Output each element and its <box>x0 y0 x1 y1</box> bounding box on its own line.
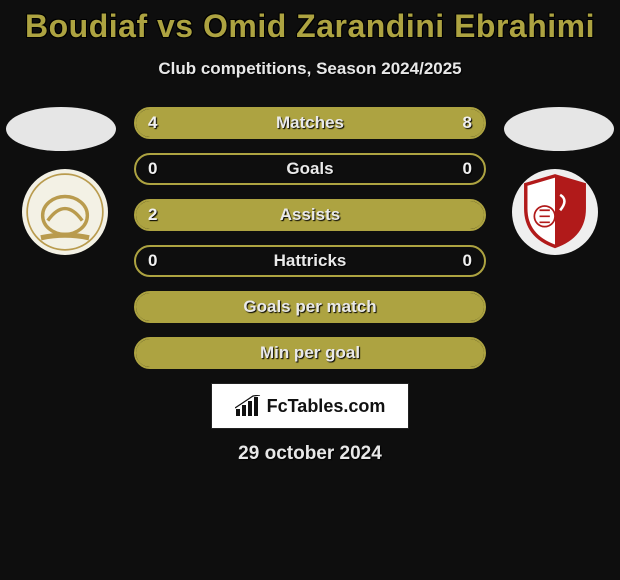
stat-value-right: 0 <box>463 159 472 179</box>
stat-label: Assists <box>280 205 340 225</box>
stat-label: Matches <box>276 113 344 133</box>
flag-right <box>504 107 614 151</box>
stat-value-right: 0 <box>463 251 472 271</box>
stat-label: Min per goal <box>260 343 360 363</box>
stat-label: Goals <box>286 159 333 179</box>
stat-value-right: 8 <box>463 113 472 133</box>
comparison-stage: 4 Matches 8 0 Goals 0 2 Assists 0 Hattri… <box>0 107 620 465</box>
stat-row-hattricks: 0 Hattricks 0 <box>134 245 486 277</box>
stat-value-left: 0 <box>148 251 157 271</box>
stat-value-left: 4 <box>148 113 157 133</box>
stat-value-left: 2 <box>148 205 157 225</box>
attribution-badge: FcTables.com <box>211 383 409 429</box>
stat-row-min-per-goal: Min per goal <box>134 337 486 369</box>
attribution-text: FcTables.com <box>267 396 386 417</box>
club-crest-right <box>512 169 598 255</box>
stat-row-goals: 0 Goals 0 <box>134 153 486 185</box>
stat-row-assists: 2 Assists <box>134 199 486 231</box>
stat-value-left: 0 <box>148 159 157 179</box>
page-title: Boudiaf vs Omid Zarandini Ebrahimi <box>0 0 620 45</box>
club-crest-left <box>22 169 108 255</box>
stat-row-matches: 4 Matches 8 <box>134 107 486 139</box>
subtitle: Club competitions, Season 2024/2025 <box>0 59 620 79</box>
stat-label: Goals per match <box>243 297 376 317</box>
flag-left <box>6 107 116 151</box>
stat-label: Hattricks <box>274 251 347 271</box>
date-label: 29 october 2024 <box>0 443 620 465</box>
stat-row-goals-per-match: Goals per match <box>134 291 486 323</box>
chart-icon <box>235 395 261 417</box>
